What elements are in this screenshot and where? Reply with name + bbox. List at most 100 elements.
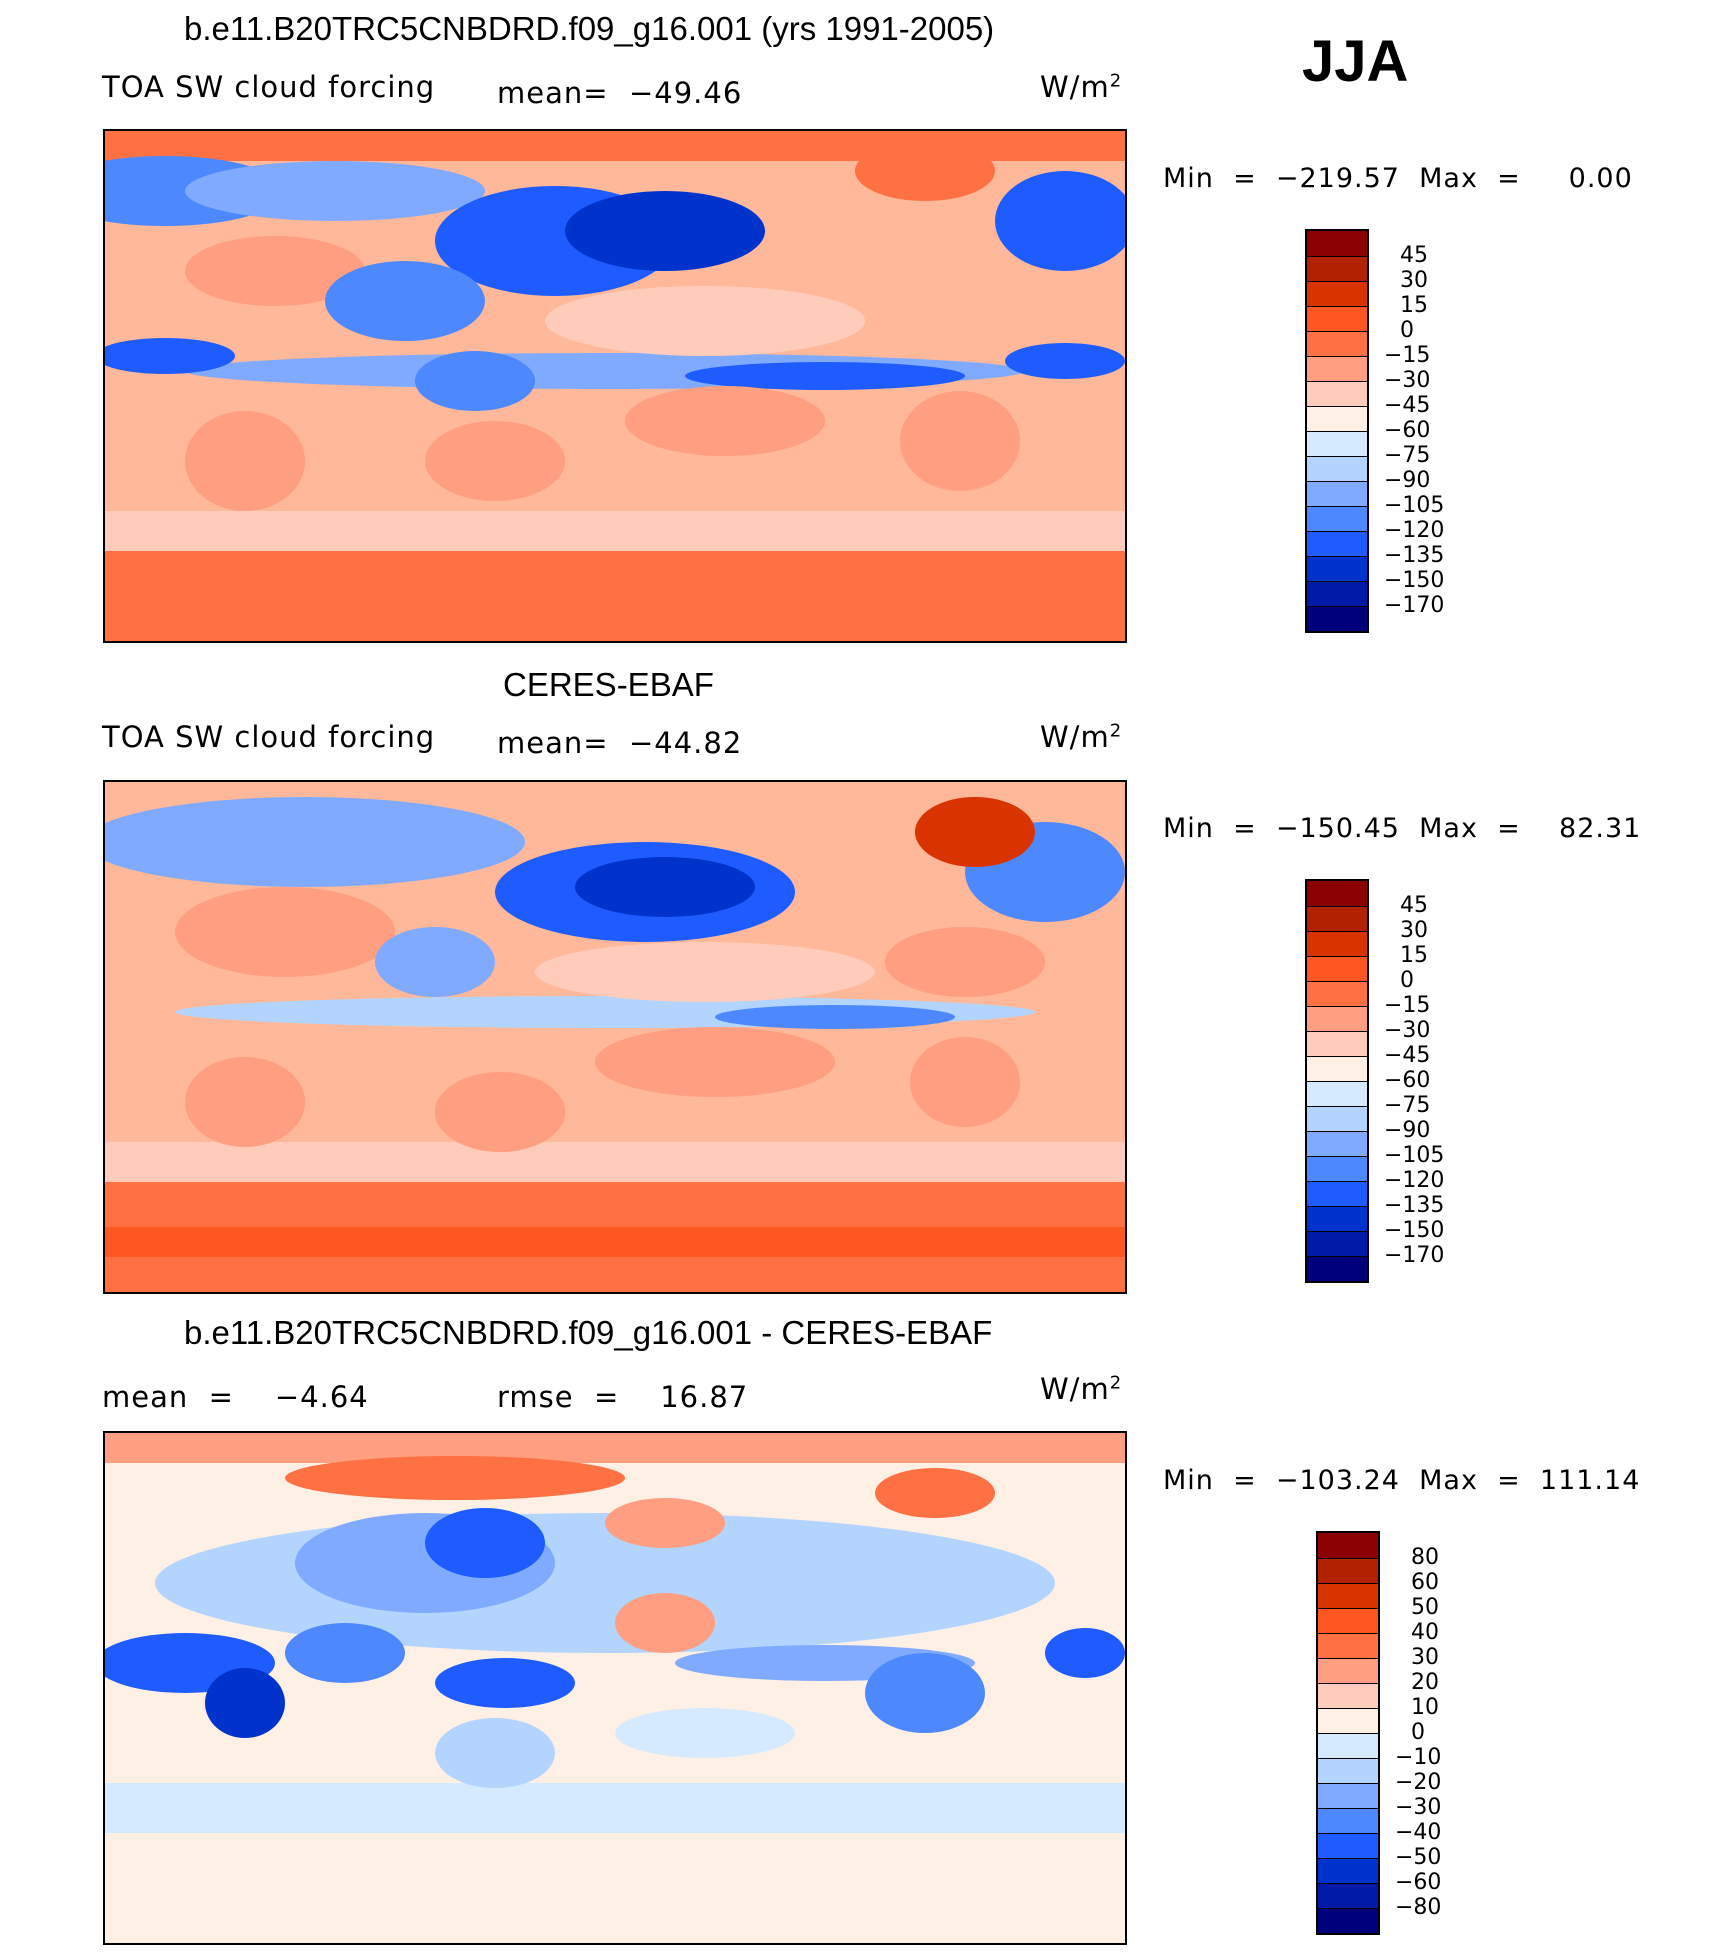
- colorbar-label: 60: [1411, 1570, 1439, 1595]
- season-label: JJA: [1302, 29, 1409, 94]
- colorbar-label: −60: [1384, 1068, 1431, 1093]
- panel-1-title: b.e11.B20TRC5CNBDRD.f09_g16.001 (yrs 199…: [184, 10, 995, 47]
- panel-3-units: W/m2: [1040, 1372, 1123, 1406]
- colorbar-label: 0: [1411, 1720, 1425, 1745]
- panel-2-units: W/m2: [1040, 720, 1123, 754]
- colorbar-segment: [1318, 1858, 1378, 1883]
- colorbar-label: −170: [1384, 593, 1445, 618]
- colorbar-segment: [1318, 1733, 1378, 1758]
- colorbar-segment: [1307, 531, 1367, 556]
- colorbar-segment: [1307, 331, 1367, 356]
- colorbar-segment: [1307, 906, 1367, 931]
- colorbar-segment: [1307, 1156, 1367, 1181]
- colorbar-segment: [1307, 456, 1367, 481]
- panel-3-title: b.e11.B20TRC5CNBDRD.f09_g16.001 - CERES-…: [184, 1314, 993, 1351]
- colorbar-segment: [1318, 1908, 1378, 1933]
- colorbar-segment: [1307, 281, 1367, 306]
- panel-3-map-svg: [105, 1433, 1125, 1943]
- colorbar-segment: [1307, 981, 1367, 1006]
- colorbar-label: −150: [1384, 568, 1445, 593]
- panel-1-units: W/m2: [1040, 70, 1123, 104]
- colorbar-label: −30: [1384, 368, 1431, 393]
- colorbar-label: 45: [1400, 893, 1428, 918]
- colorbar-segment: [1307, 306, 1367, 331]
- colorbar-label: −30: [1395, 1795, 1442, 1820]
- panel-3-rmse: rmse = 16.87: [497, 1380, 749, 1414]
- colorbar-segment: [1307, 1056, 1367, 1081]
- panel-1-mean: mean= −49.46: [497, 76, 743, 110]
- colorbar-segment: [1307, 1206, 1367, 1231]
- colorbar-segment: [1307, 1081, 1367, 1106]
- colorbar-label: 10: [1411, 1695, 1439, 1720]
- colorbar-label: 0: [1400, 318, 1414, 343]
- panel-2-variable: TOA SW cloud forcing: [102, 720, 436, 754]
- colorbar-label: 15: [1400, 293, 1428, 318]
- panel-1-colorbar: [1305, 229, 1369, 633]
- colorbar-segment: [1307, 556, 1367, 581]
- panel-1-map: [103, 129, 1127, 643]
- colorbar-segment: [1307, 431, 1367, 456]
- colorbar-segment: [1307, 356, 1367, 381]
- colorbar-label: −75: [1384, 1093, 1431, 1118]
- panel-2-map: [103, 780, 1127, 1294]
- colorbar-segment: [1307, 1181, 1367, 1206]
- colorbar-segment: [1307, 1256, 1367, 1281]
- colorbar-label: 50: [1411, 1595, 1439, 1620]
- panel-2-map-svg: [105, 782, 1125, 1292]
- colorbar-label: −40: [1395, 1820, 1442, 1845]
- colorbar-segment: [1318, 1833, 1378, 1858]
- colorbar-segment: [1318, 1808, 1378, 1833]
- colorbar-segment: [1307, 1131, 1367, 1156]
- colorbar-label: −170: [1384, 1243, 1445, 1268]
- colorbar-label: −45: [1384, 393, 1431, 418]
- colorbar-segment: [1307, 256, 1367, 281]
- colorbar-segment: [1307, 231, 1367, 256]
- colorbar-segment: [1307, 481, 1367, 506]
- panel-2-colorbar: [1305, 879, 1369, 1283]
- colorbar-segment: [1318, 1883, 1378, 1908]
- colorbar-label: −105: [1384, 1143, 1445, 1168]
- colorbar-label: −45: [1384, 1043, 1431, 1068]
- colorbar-label: 80: [1411, 1545, 1439, 1570]
- colorbar-label: −75: [1384, 443, 1431, 468]
- colorbar-label: −20: [1395, 1770, 1442, 1795]
- colorbar-label: 30: [1400, 268, 1428, 293]
- colorbar-segment: [1307, 581, 1367, 606]
- colorbar-segment: [1307, 956, 1367, 981]
- colorbar-label: −135: [1384, 1193, 1445, 1218]
- colorbar-label: −30: [1384, 1018, 1431, 1043]
- colorbar-segment: [1307, 1031, 1367, 1056]
- colorbar-segment: [1307, 606, 1367, 631]
- colorbar-label: 30: [1400, 918, 1428, 943]
- colorbar-label: −105: [1384, 493, 1445, 518]
- panel-3-map: [103, 1431, 1127, 1945]
- colorbar-label: −135: [1384, 543, 1445, 568]
- colorbar-label: 45: [1400, 243, 1428, 268]
- colorbar-segment: [1318, 1558, 1378, 1583]
- colorbar-label: −15: [1384, 343, 1431, 368]
- panel-2-mean: mean= −44.82: [497, 726, 743, 760]
- colorbar-label: −120: [1384, 518, 1445, 543]
- panel-2-minmax: Min = −150.45 Max = 82.31: [1163, 813, 1642, 844]
- colorbar-label: 40: [1411, 1620, 1439, 1645]
- colorbar-label: −80: [1395, 1895, 1442, 1920]
- colorbar-segment: [1318, 1608, 1378, 1633]
- panel-1-minmax: Min = −219.57 Max = 0.00: [1163, 163, 1633, 194]
- panel-3-mean: mean = −4.64: [102, 1380, 369, 1414]
- colorbar-label: −60: [1395, 1870, 1442, 1895]
- panel-2-title: CERES-EBAF: [503, 666, 714, 703]
- colorbar-label: 0: [1400, 968, 1414, 993]
- colorbar-label: 15: [1400, 943, 1428, 968]
- colorbar-label: −150: [1384, 1218, 1445, 1243]
- colorbar-segment: [1307, 506, 1367, 531]
- colorbar-segment: [1307, 1231, 1367, 1256]
- colorbar-segment: [1318, 1633, 1378, 1658]
- colorbar-segment: [1318, 1583, 1378, 1608]
- colorbar-segment: [1318, 1683, 1378, 1708]
- colorbar-segment: [1318, 1708, 1378, 1733]
- colorbar-segment: [1318, 1758, 1378, 1783]
- colorbar-label: −50: [1395, 1845, 1442, 1870]
- colorbar-label: −15: [1384, 993, 1431, 1018]
- colorbar-segment: [1307, 1006, 1367, 1031]
- colorbar-label: −10: [1395, 1745, 1442, 1770]
